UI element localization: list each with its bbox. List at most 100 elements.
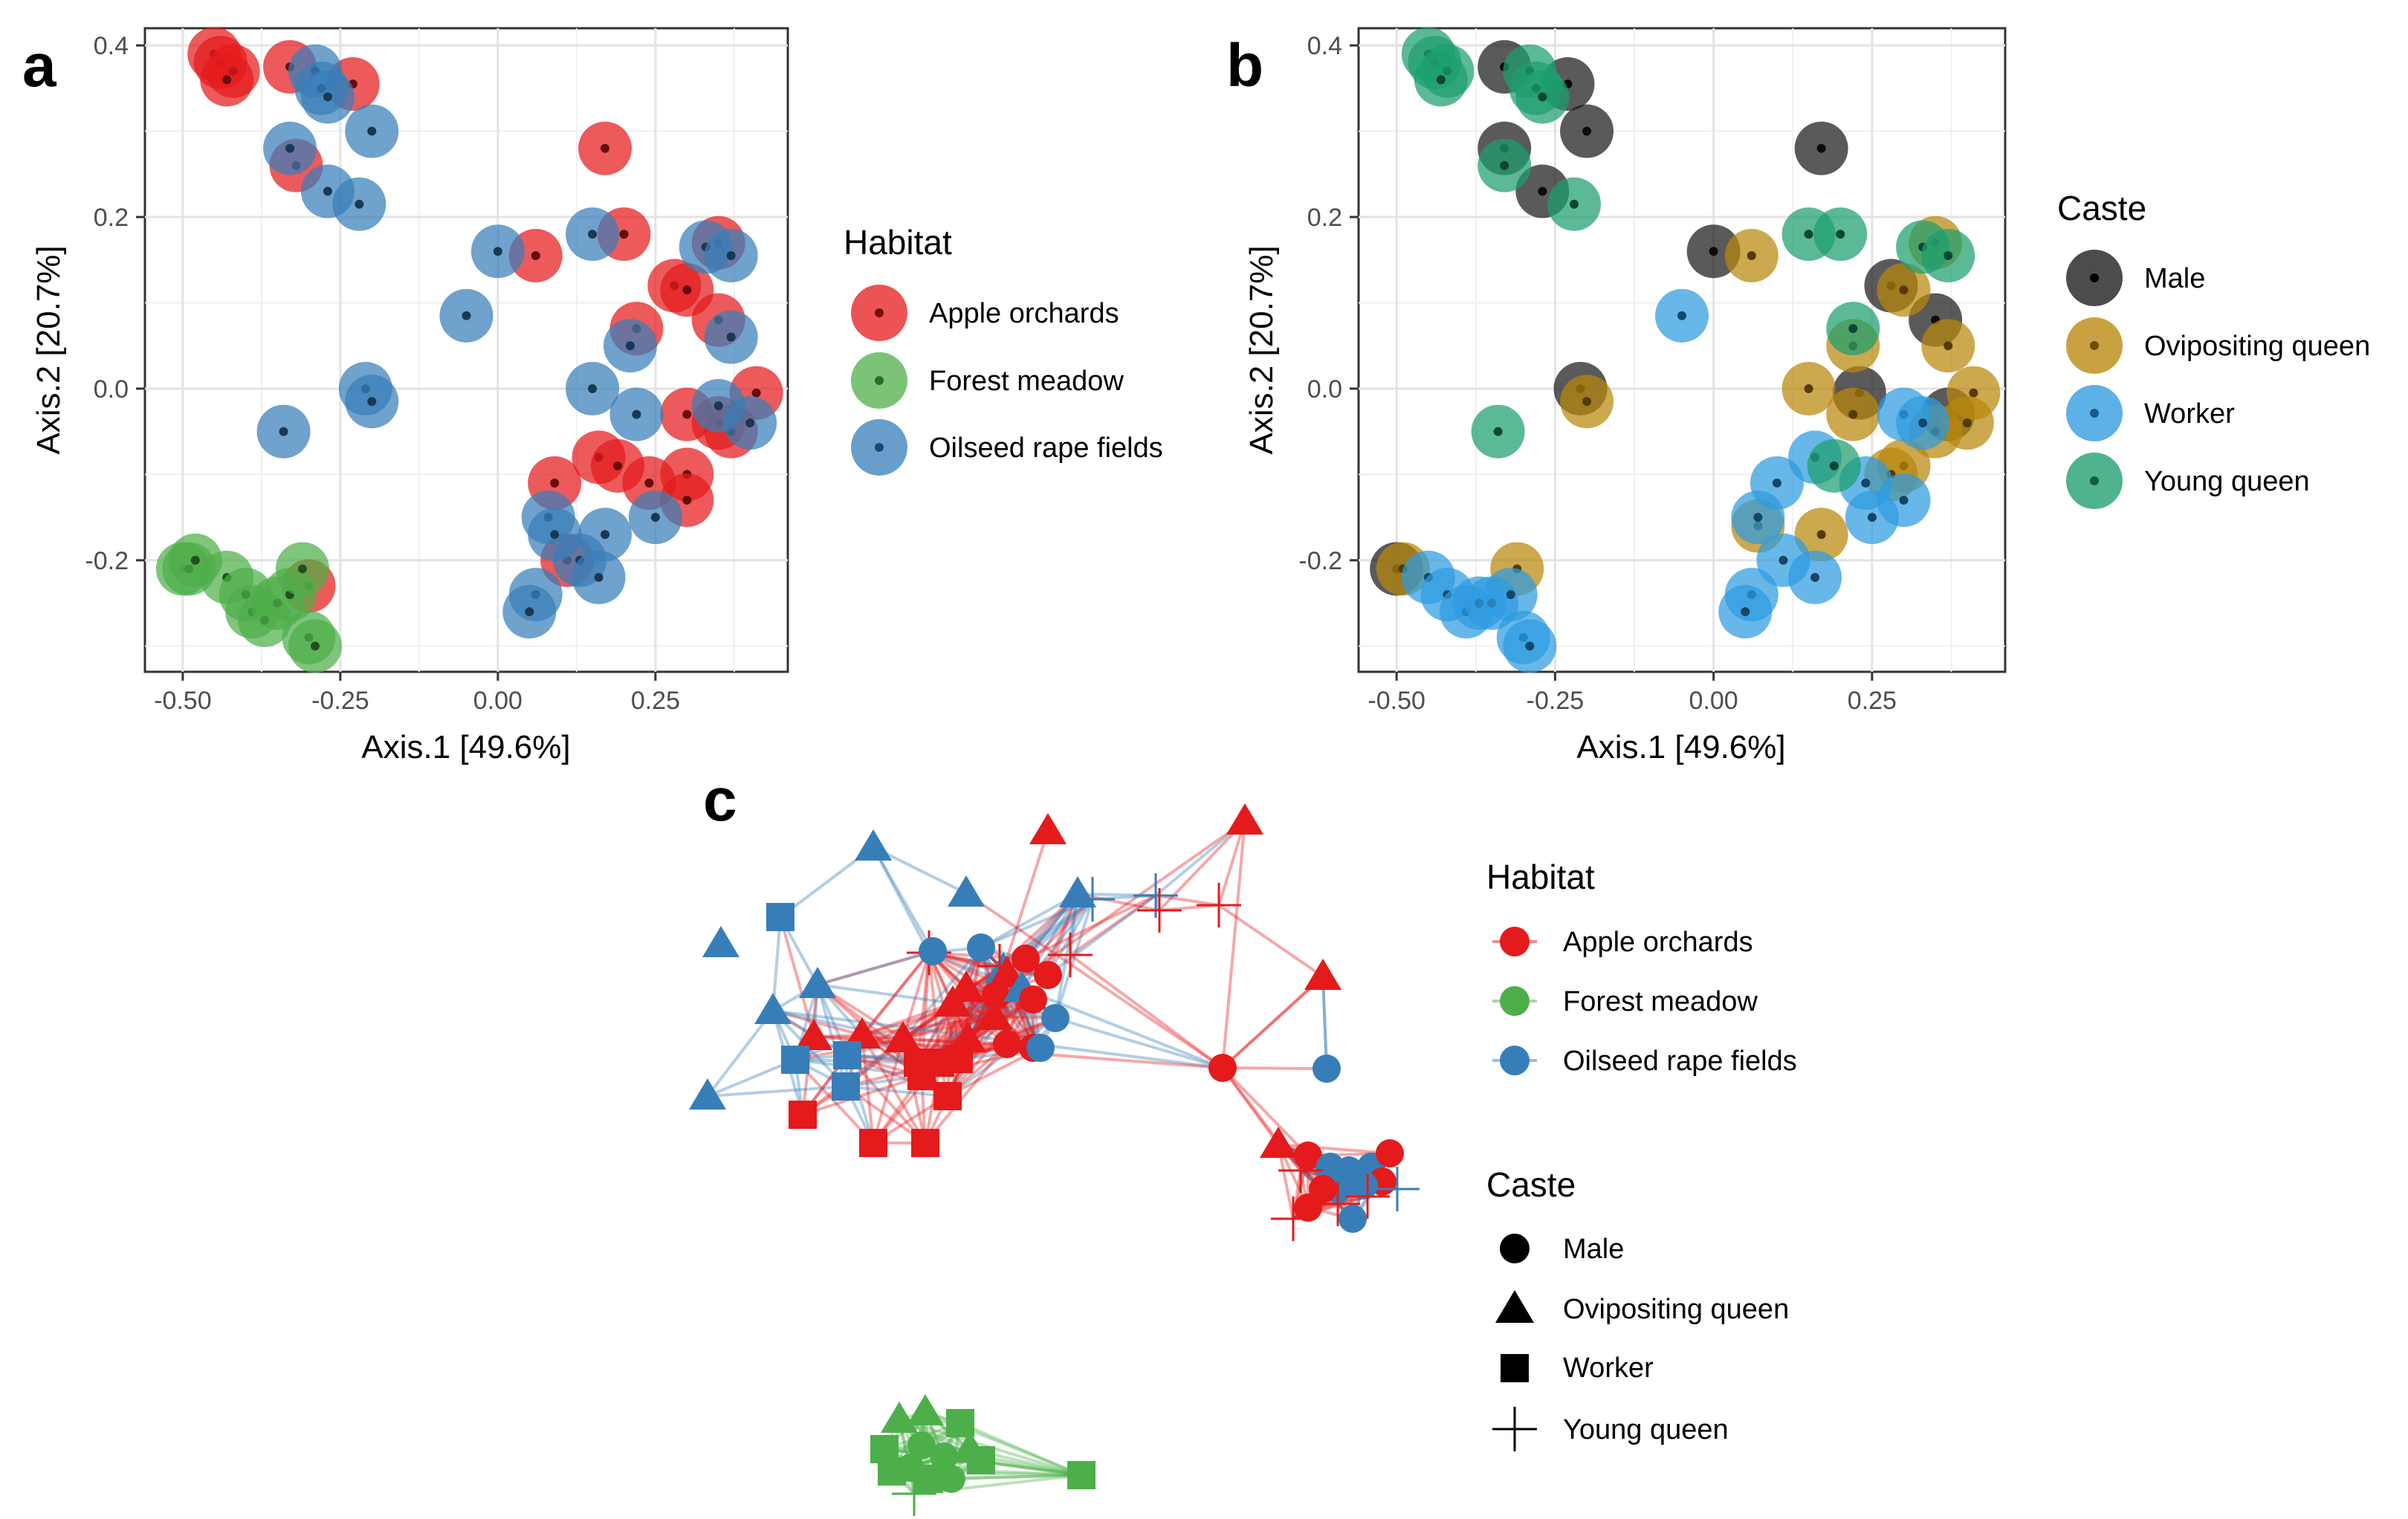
legend-c-key-young — [1492, 1407, 1537, 1451]
legend-caste-b: Caste Male Ovipositing queen Worker Youn… — [2057, 189, 2370, 509]
network-node-male — [1339, 1205, 1367, 1233]
network-node-ovipositing-queen — [976, 999, 1013, 1030]
network-edge — [772, 1009, 863, 1037]
network-edge — [1222, 1066, 1327, 1070]
network-edge — [902, 952, 930, 1040]
network-node-ovipositing-queen — [795, 1019, 832, 1050]
network-edge — [817, 950, 933, 986]
network-node-worker — [781, 1046, 809, 1074]
data-point-center — [1582, 126, 1592, 136]
data-point-center — [190, 555, 200, 565]
data-point-center — [1829, 461, 1839, 470]
network-node-ovipositing-queen — [799, 967, 836, 998]
network-edge — [802, 1075, 922, 1116]
legend-a-key-oilseed-dot — [875, 443, 884, 452]
network-edge — [861, 951, 930, 1037]
data-point-center — [1804, 230, 1813, 239]
network-node-ovipositing-queen — [949, 1021, 986, 1052]
data-point-center — [1747, 250, 1756, 260]
data-point-center — [1816, 143, 1826, 153]
network-edge — [959, 1422, 1082, 1477]
legend-a-key-meadow-dot — [875, 376, 884, 385]
data-point-center — [745, 418, 755, 428]
data-point-center — [1918, 418, 1928, 428]
network-node-worker — [832, 1072, 860, 1101]
network-edge — [1221, 975, 1324, 1069]
network-edge — [946, 1017, 1057, 1098]
data-point-center — [632, 409, 641, 419]
plot-b-grid — [1359, 28, 2005, 672]
network-edge — [1069, 894, 1157, 956]
network-edge — [1221, 975, 1324, 1069]
data-point-center — [601, 143, 610, 153]
network-node-young-queen — [892, 1471, 936, 1516]
data-point-center — [1677, 311, 1686, 320]
data-point-center — [355, 199, 364, 209]
network-node-young-queen — [1137, 888, 1182, 933]
network-edge — [952, 1002, 1056, 1020]
y-tick-label: 0.2 — [94, 204, 129, 232]
data-point-center — [1582, 397, 1592, 407]
legend-c-label-apple: Apple orchards — [1563, 927, 1753, 958]
legend-b-label-male: Male — [2144, 263, 2205, 294]
network-edge — [1021, 987, 1223, 1069]
y-tick-label: 0.4 — [1307, 32, 1342, 60]
y-tick-label: -0.2 — [85, 547, 129, 575]
plot-b-ticks: -0.50 -0.25 0.00 0.25 -0.2 0.0 0.2 0.4 — [1298, 32, 1897, 715]
legend-c-key-ovipositing — [1495, 1290, 1534, 1323]
network-node-worker — [766, 903, 794, 931]
data-point-center — [1741, 607, 1750, 617]
x-tick-label: 0.25 — [1848, 687, 1897, 715]
legend-a-key-apple-dot — [875, 308, 884, 317]
network-node-worker — [933, 1082, 962, 1110]
network-edge — [817, 983, 954, 1005]
y-tick-label: -0.2 — [1298, 547, 1342, 575]
data-point-center — [726, 332, 736, 342]
network-edge — [872, 1038, 904, 1144]
network-node-male — [930, 1442, 958, 1471]
y-tick-label: 0.0 — [94, 375, 129, 404]
panel-label-a: a — [22, 32, 57, 100]
legend-c-key-worker — [1501, 1354, 1529, 1382]
data-point-center — [751, 388, 761, 398]
data-point-center — [682, 285, 692, 295]
data-point-center — [682, 409, 692, 419]
data-point-center — [726, 250, 736, 260]
network-edge — [951, 1474, 1082, 1480]
network-node-young-queen — [1278, 1148, 1323, 1193]
legend-c-caste-title: Caste — [1486, 1165, 1576, 1204]
network-edge — [1278, 1143, 1391, 1155]
data-point-center — [1962, 418, 1972, 428]
network-node-male — [1294, 1194, 1322, 1222]
legend-c-habitat-title: Habitat — [1486, 858, 1595, 896]
legend-b-key-young-dot — [2090, 476, 2099, 485]
network-node-male — [1041, 1004, 1069, 1032]
legend-a-label-oilseed: Oilseed rape fields — [929, 433, 1163, 464]
data-point-center — [367, 397, 377, 407]
data-point-center — [1538, 187, 1547, 196]
network-edge — [817, 951, 930, 986]
network-edge — [1221, 820, 1246, 1069]
plot-a-y-axis-title: Axis.2 [20.7%] — [30, 245, 67, 454]
data-point-center — [1753, 513, 1763, 522]
network-edge — [1321, 976, 1328, 1069]
legend-b-key-male-dot — [2090, 273, 2099, 282]
network-node-male — [907, 1431, 936, 1460]
legend-c-key-male — [1500, 1234, 1530, 1263]
network-node-ovipositing-queen — [948, 875, 985, 907]
network-edge — [706, 1009, 774, 1098]
network-node-worker — [859, 1129, 887, 1157]
data-point-center — [493, 247, 502, 256]
x-tick-label: -0.50 — [1368, 687, 1425, 715]
plot-b-frame — [1357, 27, 2007, 673]
data-point-center — [644, 478, 654, 488]
network-edge — [1069, 953, 1224, 1069]
network-node-male — [993, 1030, 1021, 1058]
plot-a-points — [155, 27, 783, 673]
x-tick-label: 0.25 — [631, 687, 680, 715]
data-point-center — [1709, 247, 1718, 256]
data-point-center — [531, 250, 540, 260]
data-point-center — [613, 461, 623, 470]
network-edge — [1020, 893, 1079, 990]
network-edge — [707, 1085, 847, 1098]
